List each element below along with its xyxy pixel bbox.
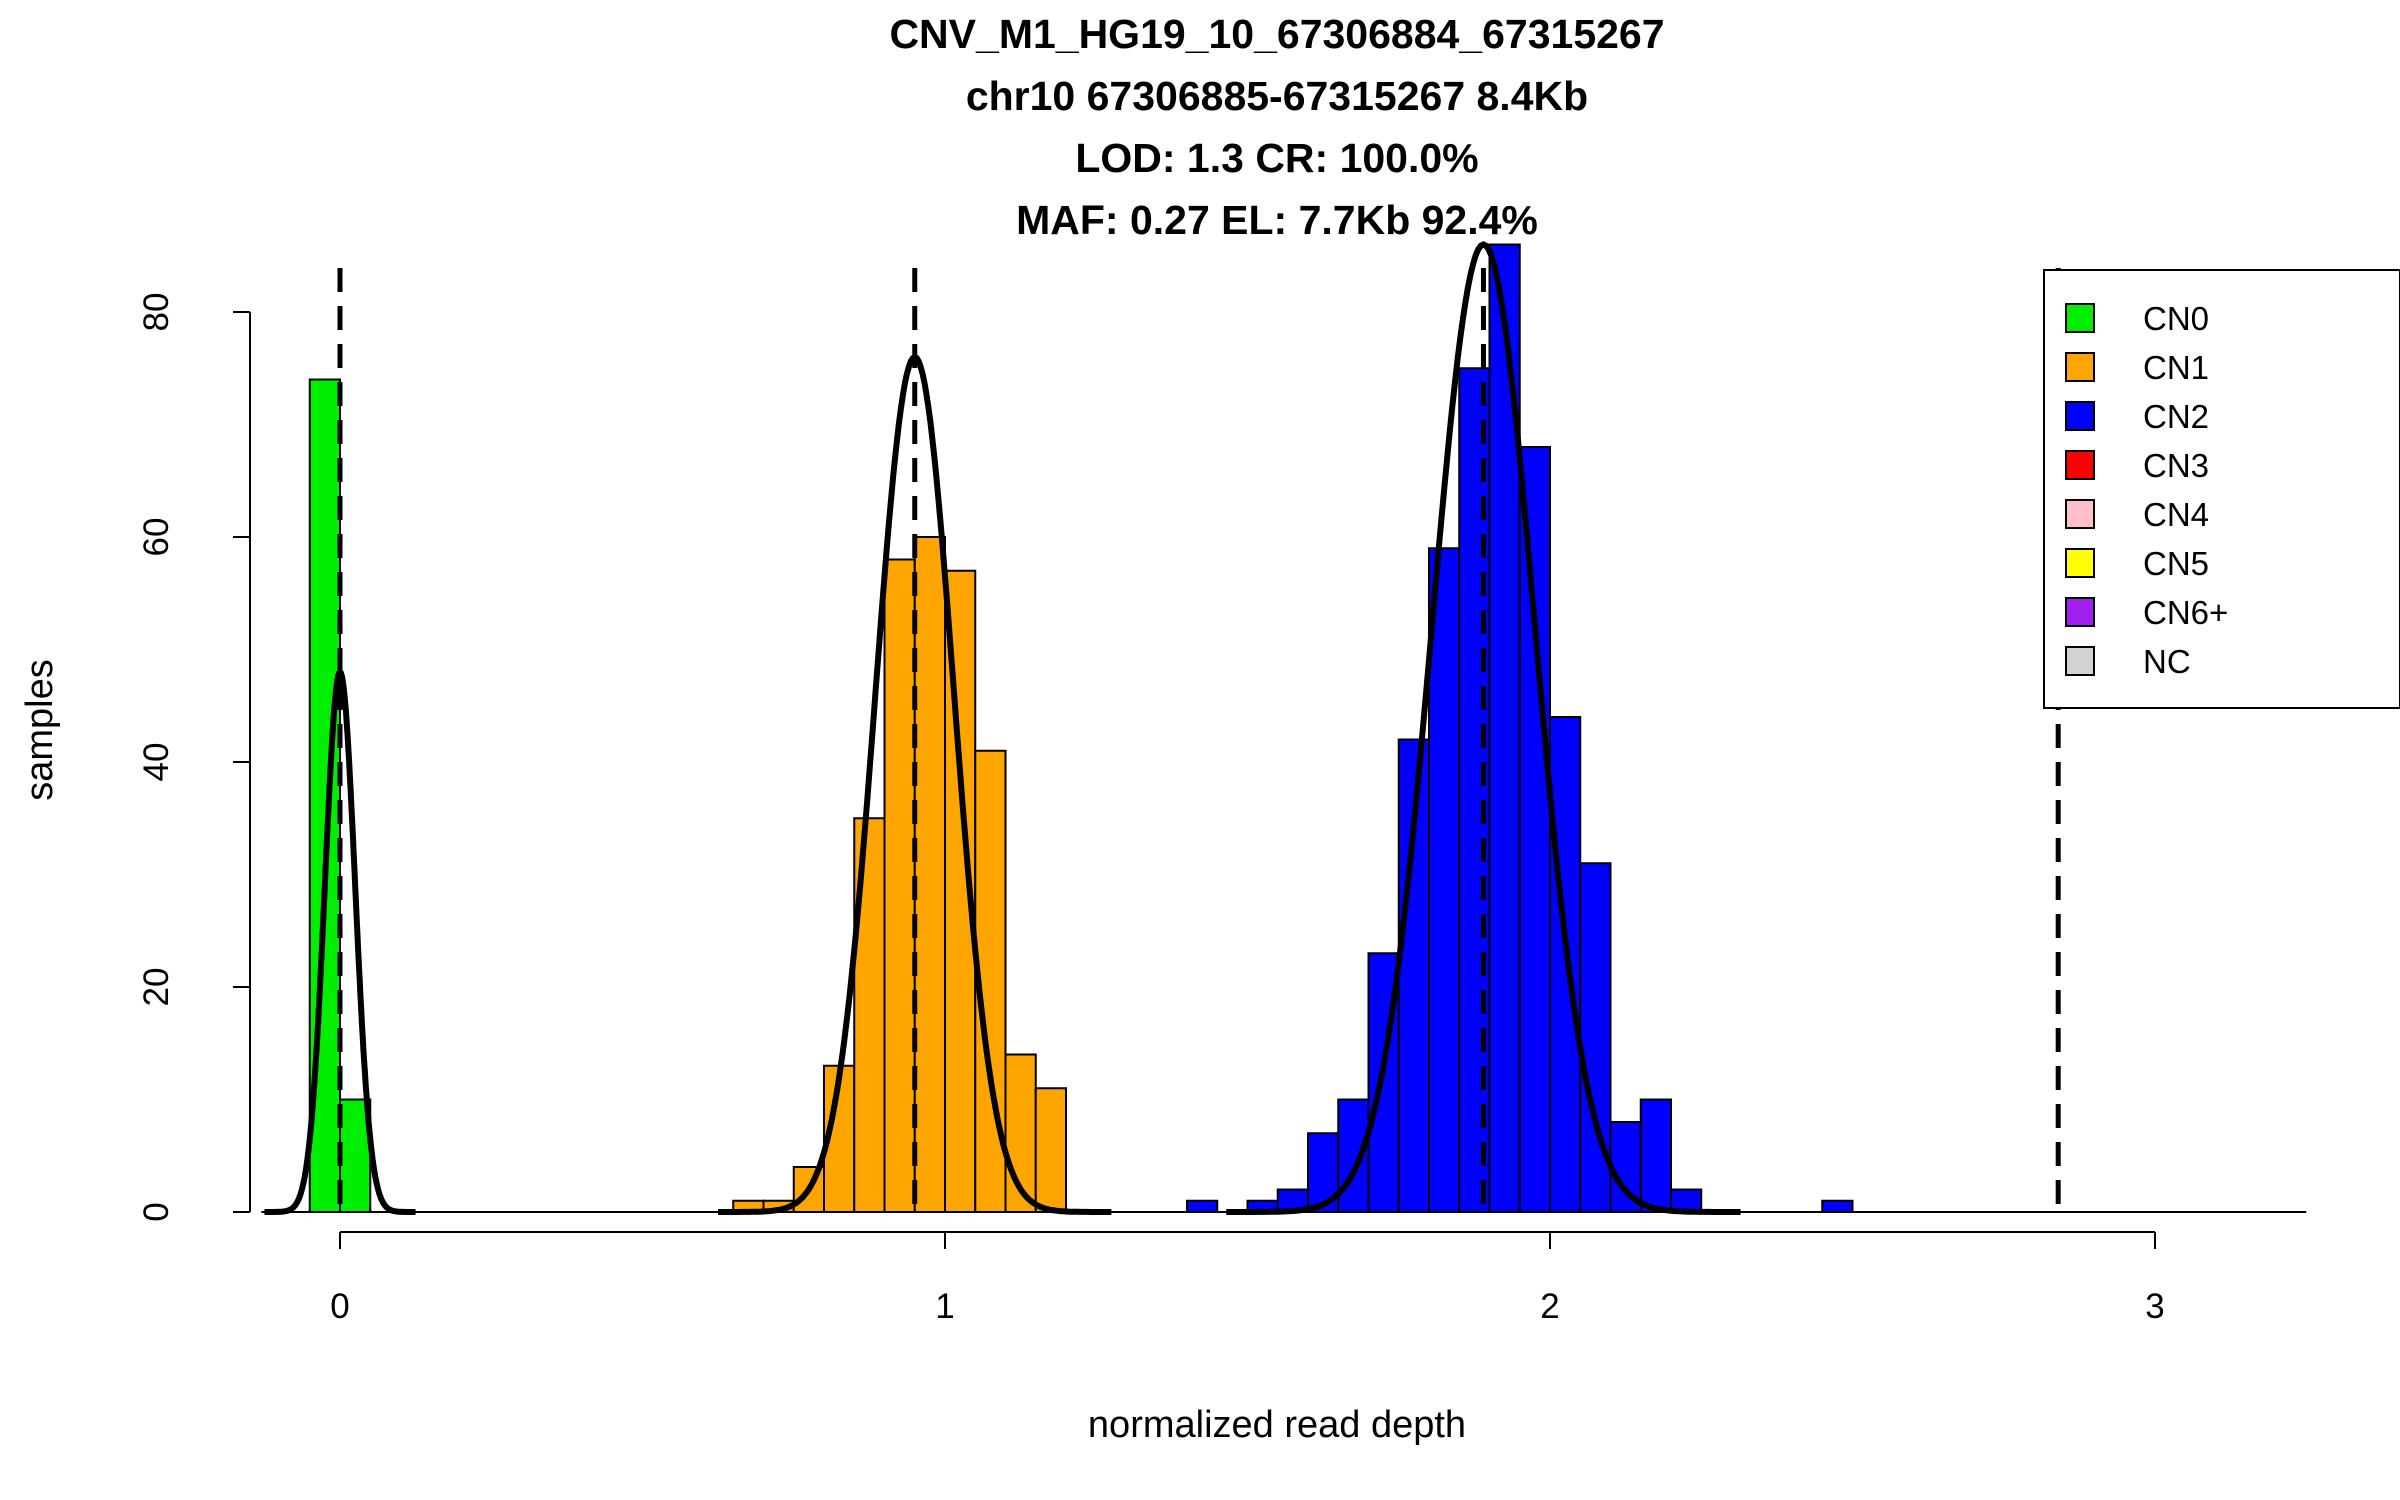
legend-label-cn3: CN3	[2143, 447, 2209, 484]
axes: 0 1 2 3 0 20 40 60 80	[137, 293, 2165, 1326]
y-tick-label: 80	[137, 293, 176, 332]
bar-cn2	[1549, 716, 1582, 1213]
dashed-reference-lines	[337, 268, 2061, 1212]
title-line-3: LOD: 1.3 CR: 100.0%	[1075, 135, 1478, 181]
legend-label-cn1: CN1	[2143, 349, 2209, 386]
bar-cn2	[1639, 1098, 1672, 1213]
histogram-bars	[261, 243, 2307, 1213]
y-tick-label: 20	[137, 968, 176, 1007]
bar-cn1	[1034, 1087, 1067, 1213]
x-tick-label: 3	[2145, 1287, 2164, 1326]
y-axis-label: samples	[19, 659, 61, 801]
legend-swatch-cn4	[2065, 499, 2095, 529]
legend-swatch-cn5	[2065, 548, 2095, 578]
legend-label-cn5: CN5	[2143, 545, 2209, 582]
legend: CN0 CN1 CN2 CN3 CN4 CN5 CN6+ NC	[2043, 269, 2400, 709]
bar-cn2	[1518, 446, 1551, 1213]
x-tick-label: 1	[935, 1287, 954, 1326]
fit-curve-3	[1226, 241, 1741, 1215]
title-line-2: chr10 67306885-67315267 8.4Kb	[966, 73, 1588, 119]
legend-label-cn0: CN0	[2143, 300, 2209, 337]
x-axis-label: normalized read depth	[1088, 1404, 1466, 1446]
y-tick-label: 40	[137, 743, 176, 782]
y-tick-label: 60	[137, 518, 176, 557]
bar-cn1	[913, 536, 946, 1213]
legend-swatch-cn0	[2065, 303, 2095, 333]
bar-cn2	[1186, 1199, 1219, 1213]
legend-box	[2043, 269, 2400, 709]
chart-title: CNV_M1_HG19_10_67306884_67315267 chr10 6…	[889, 11, 1664, 243]
y-tick-label: 0	[137, 1202, 176, 1221]
title-line-1: CNV_M1_HG19_10_67306884_67315267	[889, 11, 1664, 57]
bar-cn1	[883, 558, 916, 1213]
bar-cn2	[1428, 547, 1461, 1213]
legend-label-cn2: CN2	[2143, 398, 2209, 435]
bar-cn2	[1337, 1098, 1370, 1213]
legend-swatch-cn3	[2065, 450, 2095, 480]
legend-swatch-cn6plus	[2065, 597, 2095, 627]
legend-swatch-cn2	[2065, 401, 2095, 431]
legend-label-cn6plus: CN6+	[2143, 594, 2228, 631]
legend-label-nc: NC	[2143, 643, 2191, 680]
bar-cn2	[1821, 1199, 1854, 1213]
legend-swatch-cn1	[2065, 352, 2095, 382]
x-tick-label: 2	[1540, 1287, 1559, 1326]
legend-label-cn4: CN4	[2143, 496, 2209, 533]
title-line-4: MAF: 0.27 EL: 7.7Kb 92.4%	[1016, 197, 1538, 243]
legend-swatch-nc	[2065, 646, 2095, 676]
x-tick-label: 0	[330, 1287, 349, 1326]
